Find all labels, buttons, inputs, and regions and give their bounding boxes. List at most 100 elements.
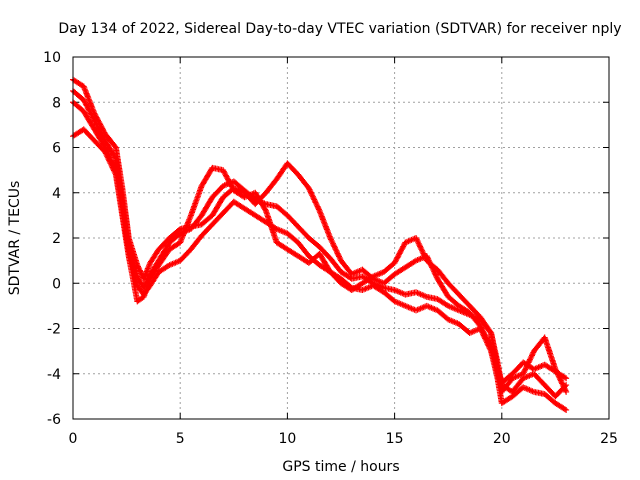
data-point-trail: [92, 118, 108, 143]
y-tick-label: 8: [52, 95, 61, 111]
data-point-trail: [382, 290, 397, 304]
data-point-trail: [296, 240, 311, 258]
data-point-trail: [113, 173, 126, 217]
data-point-trail: [167, 231, 182, 245]
data-point-trail: [457, 308, 472, 318]
data-point-trail: [446, 317, 461, 327]
data-point-trail: [339, 258, 354, 276]
data-point-trail: [542, 336, 558, 371]
data-point-trail: [199, 213, 215, 227]
data-point-trail: [307, 236, 322, 249]
data-point-trail: [242, 206, 257, 218]
data-point-trail: [167, 227, 182, 240]
data-point-trail: [285, 247, 300, 259]
data-point-trail: [413, 236, 430, 263]
data-point: [80, 96, 87, 103]
series-layer: [70, 76, 570, 413]
data-point-trail: [425, 258, 440, 272]
data-point-trail: [71, 88, 86, 102]
data-point-trail: [178, 247, 193, 263]
data-point-trail: [350, 281, 365, 293]
data-point-trail: [263, 209, 280, 245]
data-point-trail: [414, 303, 429, 313]
data-point-trail: [232, 179, 247, 193]
data-point-trail: [188, 184, 205, 217]
y-tick-label: -2: [47, 322, 61, 338]
data-point-trail: [328, 256, 343, 274]
data-point-trail: [478, 315, 494, 335]
series-track-4: [70, 126, 570, 386]
data-point-trail: [148, 263, 161, 281]
data-point-trail: [553, 383, 568, 399]
data-point-trail: [102, 139, 119, 161]
data-point-trail: [92, 111, 108, 136]
data-point-trail: [510, 376, 526, 394]
data-point-trail: [392, 240, 408, 265]
data-point-trail: [210, 195, 226, 218]
data-point-trail: [446, 281, 461, 297]
x-tick-label: 15: [386, 431, 404, 447]
x-tick-label: 10: [278, 431, 296, 447]
data-point-trail: [167, 240, 182, 252]
data-point-trail: [435, 308, 450, 322]
data-point-trail: [478, 326, 494, 353]
data-point-trail: [220, 168, 237, 193]
data-point-trail: [382, 260, 397, 274]
data-point-trail: [119, 213, 132, 258]
plot-frame: [72, 56, 610, 420]
data-point-trail: [306, 186, 322, 213]
data-point-trail: [371, 283, 386, 295]
data-point-trail: [414, 289, 429, 300]
data-point-trail: [360, 274, 375, 286]
data-point-trail: [393, 299, 407, 309]
data-point: [102, 149, 109, 156]
data-point-trail: [553, 401, 568, 413]
data-point-trail: [393, 287, 407, 297]
data-point-trail: [435, 267, 451, 285]
y-tick-label: 4: [52, 186, 61, 202]
data-point-trail: [156, 236, 172, 252]
data-point-trail: [382, 272, 397, 286]
data-point-trail: [521, 385, 536, 395]
data-point-trail: [457, 292, 472, 308]
data-point-trail: [81, 84, 97, 116]
data-point-trail: [263, 177, 279, 195]
data-point-trail: [253, 191, 269, 213]
data-point-trail: [210, 184, 225, 200]
data-point-trail: [317, 252, 333, 274]
data-point-trail: [275, 226, 289, 236]
data-point-trail: [141, 277, 153, 299]
data-point-trail: [467, 304, 483, 320]
data-point-trail: [371, 269, 386, 279]
data-point-trail: [543, 362, 558, 374]
y-tick-label: 10: [43, 50, 61, 66]
data-point-trail: [156, 247, 172, 267]
data-point-trail: [102, 150, 119, 177]
data-point-trail: [275, 240, 290, 252]
data-point-trail: [500, 394, 515, 406]
data-point-trail: [253, 213, 268, 225]
data-point-trail: [317, 209, 333, 240]
data-point-trail: [188, 234, 204, 252]
y-tick-label: 2: [52, 231, 61, 247]
data-point-trail: [81, 127, 97, 143]
data-point-trail: [532, 371, 547, 387]
x-tick-label: 20: [493, 431, 511, 447]
data-point: [563, 388, 570, 395]
data-point-trail: [446, 294, 461, 308]
data-point-trail: [92, 138, 108, 154]
y-tick-label: -6: [47, 412, 61, 428]
data-point-trail: [488, 331, 501, 371]
data-point-trail: [126, 247, 140, 287]
data-point-trail: [435, 296, 450, 308]
data-point-trail: [71, 100, 86, 114]
data-point-trail: [199, 222, 215, 238]
data-point-trail: [103, 132, 118, 150]
data-point-trail: [199, 166, 215, 188]
data-point-trail: [92, 127, 108, 150]
data-point-trail: [296, 224, 311, 240]
data-point: [563, 406, 570, 413]
data-point-trail: [199, 195, 215, 218]
data-point-trail: [542, 392, 558, 406]
